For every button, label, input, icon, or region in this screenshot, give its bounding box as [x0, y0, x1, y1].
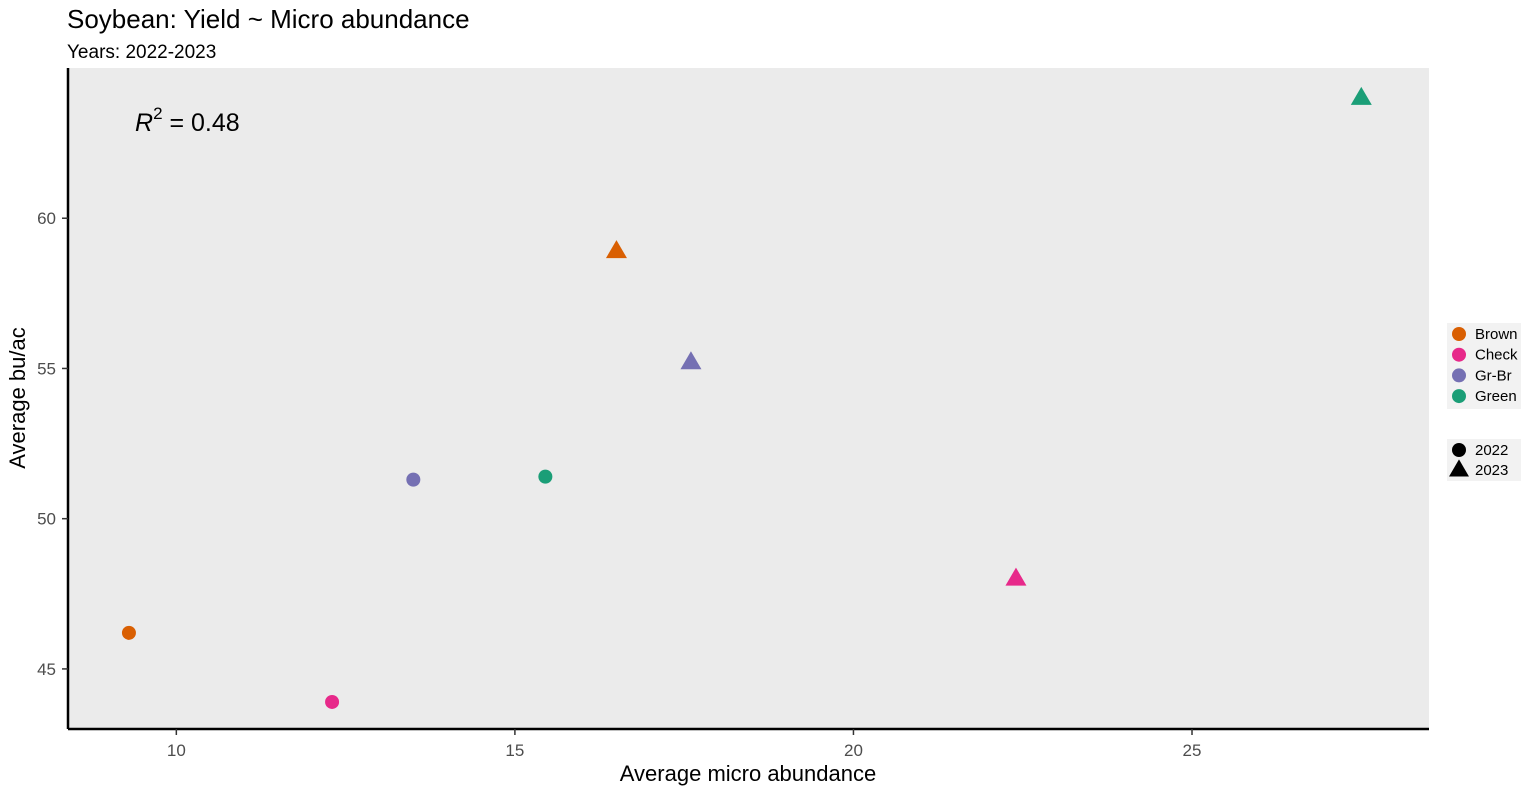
- plot-panel: [68, 68, 1429, 729]
- y-tick-label: 45: [37, 660, 56, 679]
- legend-key-green: [1452, 389, 1466, 404]
- data-points: [121, 86, 1372, 709]
- legend-key-gr-br: [1452, 368, 1466, 383]
- data-point-brown-2023: [605, 240, 627, 259]
- color-legend: Brown Check Gr-Br Green: [1447, 323, 1521, 409]
- y-tick-label: 55: [37, 359, 56, 378]
- data-point-check-2023: [1005, 567, 1027, 586]
- x-tick-label: 20: [844, 741, 863, 760]
- x-tick-label: 10: [167, 741, 186, 760]
- r-exponent: 2: [153, 104, 162, 123]
- legend-label-2022: 2022: [1475, 442, 1508, 459]
- x-axis-ticks: 10 15 20 25: [167, 729, 1202, 760]
- legend-label-2023: 2023: [1475, 462, 1508, 479]
- legend-key-2022: [1452, 443, 1466, 457]
- legend-label-green: Green: [1475, 388, 1517, 405]
- y-axis-ticks: 45 50 55 60: [37, 209, 68, 679]
- data-point-gr-br-2022: [406, 472, 421, 487]
- legend-key-brown: [1452, 327, 1466, 341]
- data-point-gr-br-2023: [680, 351, 702, 370]
- chart-subtitle: Years: 2022-2023: [67, 42, 216, 63]
- data-point-check-2022: [325, 694, 340, 709]
- r-value: = 0.48: [163, 109, 240, 137]
- r-squared-annotation: R2 = 0.48: [135, 104, 240, 137]
- y-axis-label: Average bu/ac: [5, 327, 30, 468]
- x-tick-label: 25: [1183, 741, 1202, 760]
- legend-label-gr-br: Gr-Br: [1475, 367, 1512, 384]
- data-point-green-2023: [1350, 86, 1372, 105]
- x-axis-label: Average micro abundance: [620, 761, 876, 786]
- chart-title: Soybean: Yield ~ Micro abundance: [67, 4, 470, 34]
- legend-label-check: Check: [1475, 347, 1518, 364]
- data-point-green-2022: [538, 469, 553, 484]
- legend-key-2023: [1449, 459, 1469, 477]
- y-tick-label: 60: [37, 209, 56, 228]
- x-tick-label: 15: [505, 741, 524, 760]
- y-tick-label: 50: [37, 510, 56, 529]
- data-point-brown-2022: [121, 625, 136, 640]
- r-symbol: R: [135, 109, 153, 137]
- legend-key-check: [1452, 347, 1466, 362]
- legend-label-brown: Brown: [1475, 326, 1518, 343]
- shape-legend: 2022 2023: [1447, 439, 1521, 481]
